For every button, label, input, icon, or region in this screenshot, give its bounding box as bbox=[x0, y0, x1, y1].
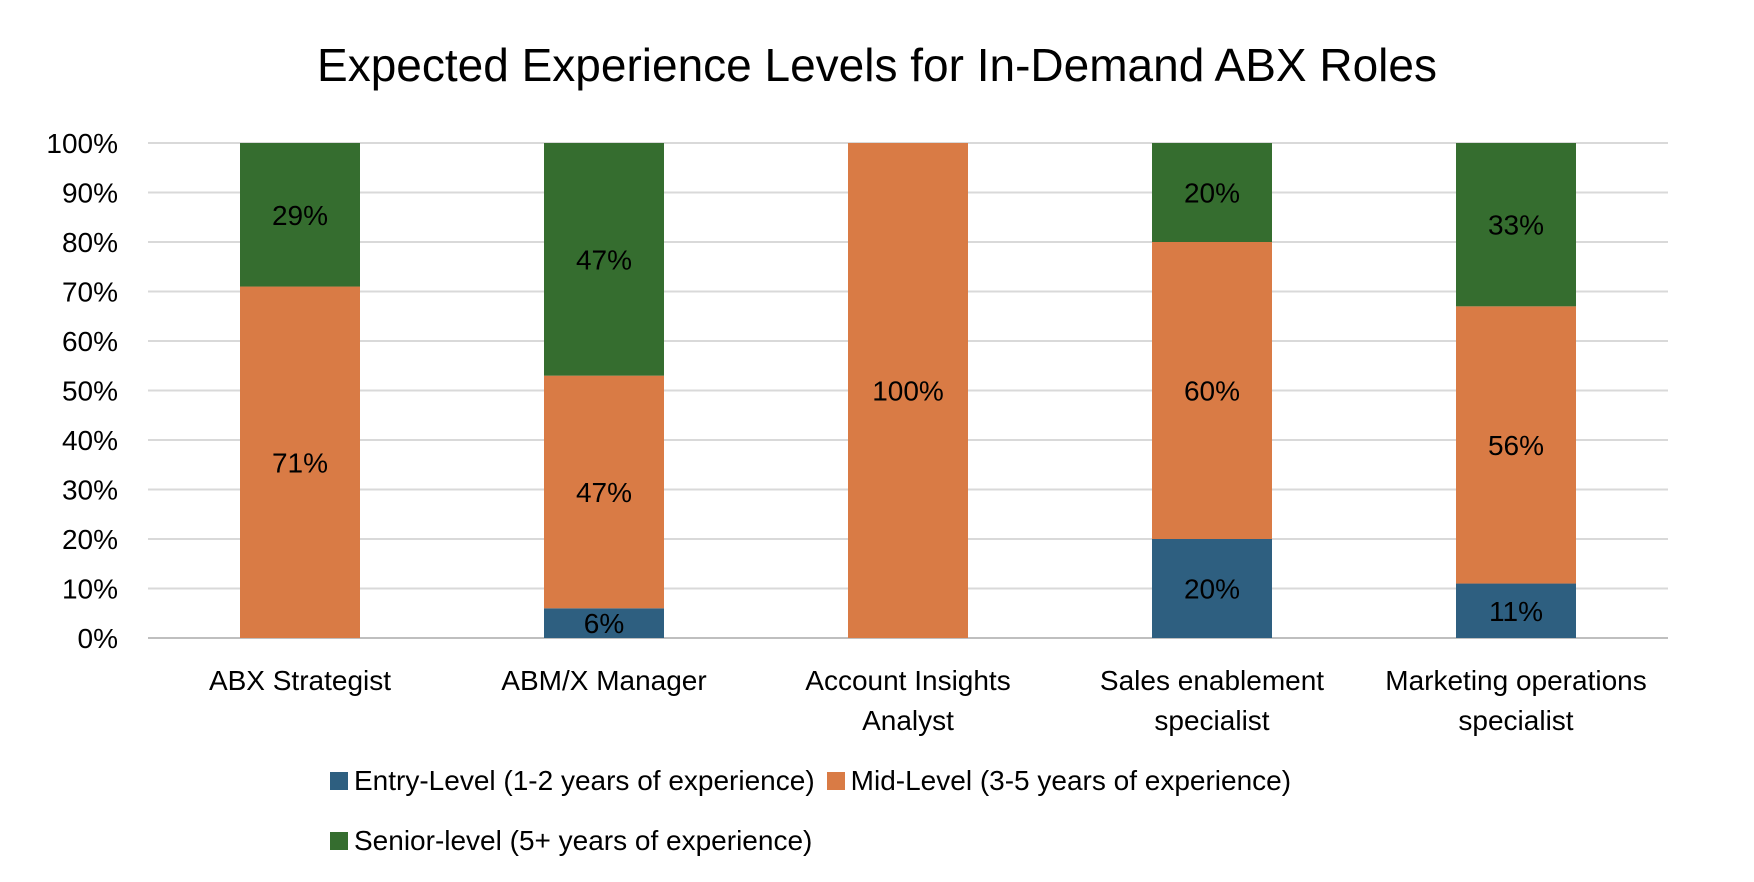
bar-segment bbox=[1456, 143, 1576, 307]
y-tick-label: 90% bbox=[62, 178, 118, 209]
chart-title: Expected Experience Levels for In-Demand… bbox=[317, 39, 1437, 91]
data-label: 47% bbox=[576, 477, 632, 508]
bar-segment bbox=[1456, 306, 1576, 584]
y-tick-label: 40% bbox=[62, 425, 118, 456]
data-label: 11% bbox=[1489, 596, 1543, 627]
y-tick-label: 80% bbox=[62, 227, 118, 258]
bar-segment bbox=[1152, 539, 1272, 638]
y-tick-label: 0% bbox=[78, 623, 118, 654]
x-tick-label: ABX Strategist bbox=[209, 665, 391, 696]
data-label: 20% bbox=[1184, 178, 1240, 209]
bar-segment bbox=[1152, 143, 1272, 242]
y-tick-label: 60% bbox=[62, 326, 118, 357]
bar-segment bbox=[1152, 242, 1272, 539]
data-label: 56% bbox=[1488, 430, 1544, 461]
y-tick-label: 70% bbox=[62, 277, 118, 308]
bar-segment bbox=[848, 143, 968, 638]
y-tick-label: 30% bbox=[62, 475, 118, 506]
y-tick-label: 100% bbox=[46, 128, 118, 159]
data-label: 29% bbox=[272, 200, 328, 231]
x-tick-label: Sales enablement bbox=[1100, 665, 1324, 696]
data-label: 20% bbox=[1184, 574, 1240, 605]
y-tick-label: 10% bbox=[62, 574, 118, 605]
x-tick-label: specialist bbox=[1154, 705, 1269, 736]
data-label: 71% bbox=[272, 447, 328, 478]
legend-swatch bbox=[330, 832, 348, 850]
legend-row: Entry-Level (1-2 years of experience) Mid… bbox=[330, 765, 1303, 797]
legend-swatch bbox=[826, 772, 845, 790]
bar-segment bbox=[544, 608, 664, 638]
legend-item: Senior-level (5+ years of experience) bbox=[330, 825, 812, 857]
bar-segment bbox=[1456, 583, 1576, 638]
data-label: 33% bbox=[1488, 210, 1544, 241]
bar-segment bbox=[544, 143, 664, 376]
data-label: 100% bbox=[872, 376, 944, 407]
legend-label: Senior-level (5+ years of experience) bbox=[354, 825, 813, 856]
y-tick-label: 20% bbox=[62, 524, 118, 555]
data-label: 47% bbox=[576, 244, 632, 275]
y-tick-label: 50% bbox=[62, 376, 118, 407]
x-tick-label: Marketing operations bbox=[1385, 665, 1646, 696]
legend-item: Mid-Level (3-5 years of experience) bbox=[826, 765, 1292, 797]
x-tick-label: Account Insights bbox=[805, 665, 1010, 696]
legend-item: Entry-Level (1-2 years of experience) bbox=[330, 765, 815, 797]
legend-row: Senior-level (5+ years of experience) bbox=[330, 825, 824, 857]
legend-label: Entry-Level (1-2 years of experience) bbox=[354, 765, 815, 796]
data-label: 60% bbox=[1184, 376, 1240, 407]
x-tick-label: Analyst bbox=[862, 705, 954, 736]
bar-segment bbox=[240, 286, 360, 638]
data-label: 6% bbox=[584, 608, 624, 639]
x-tick-label: specialist bbox=[1458, 705, 1573, 736]
bar-segment bbox=[544, 375, 664, 609]
x-tick-label: ABM/X Manager bbox=[501, 665, 706, 696]
legend-swatch bbox=[330, 772, 348, 790]
bar-segment bbox=[240, 143, 360, 287]
legend-label: Mid-Level (3-5 years of experience) bbox=[850, 765, 1292, 796]
